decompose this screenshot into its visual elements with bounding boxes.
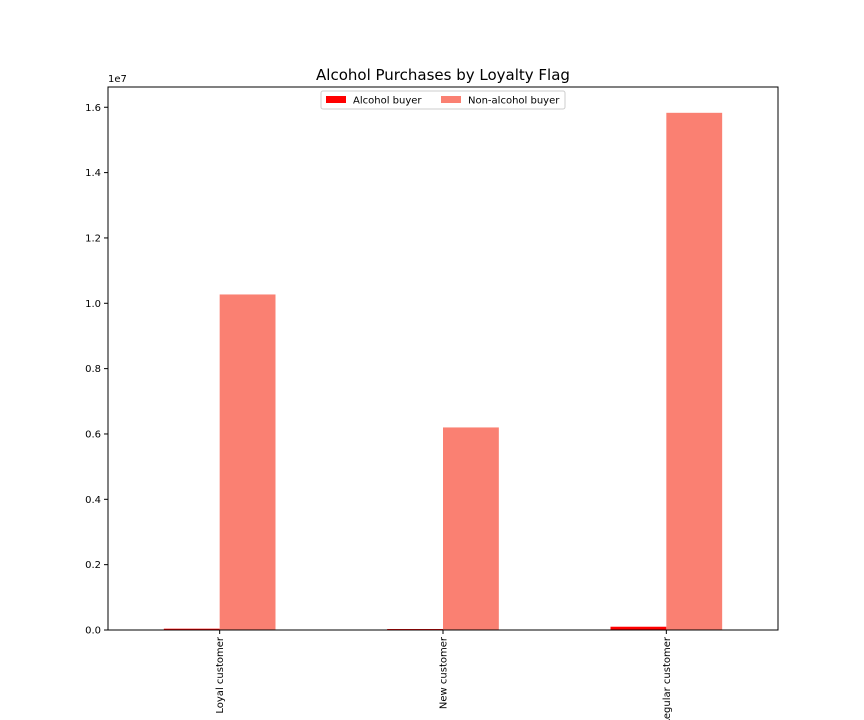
x-tick-label: New customer — [439, 636, 450, 709]
bar-alcohol-2 — [610, 626, 667, 630]
legend: Alcohol buyer Non-alcohol buyer — [320, 90, 566, 110]
y-tick-label: 0.4 — [85, 495, 101, 506]
legend-label: Non-alcohol buyer — [468, 96, 560, 107]
chart-title: Alcohol Purchases by Loyalty Flag — [316, 66, 570, 84]
x-axis: Loyal customer New customer Regular custom… — [215, 630, 673, 720]
y-tick-label: 0.2 — [85, 560, 101, 571]
bar-non-alcohol-1 — [443, 427, 499, 630]
x-tick-label: Regular customer — [662, 636, 673, 720]
y-axis: 0.0 0.2 0.4 0.6 0.8 1.0 1.2 1.4 1.6 — [85, 103, 108, 637]
y-tick-label: 1.2 — [85, 233, 101, 244]
legend-swatch — [441, 96, 461, 103]
x-tick-label: Loyal customer — [215, 636, 226, 713]
y-tick-label: 1.4 — [85, 168, 101, 179]
legend-swatch — [326, 96, 346, 103]
bar-non-alcohol-0 — [219, 294, 276, 630]
legend-label: Alcohol buyer — [353, 96, 422, 107]
y-tick-label: 1.6 — [85, 103, 101, 114]
y-tick-label: 0.6 — [85, 429, 101, 440]
y-tick-label: 0.8 — [85, 364, 101, 375]
y-tick-label: 0.0 — [85, 626, 101, 637]
bar-alcohol-0 — [163, 628, 220, 630]
y-axis-scale-label: 1e7 — [108, 74, 127, 85]
bar-non-alcohol-2 — [666, 112, 723, 630]
bars-layer — [163, 112, 723, 630]
y-tick-label: 1.0 — [85, 299, 101, 310]
